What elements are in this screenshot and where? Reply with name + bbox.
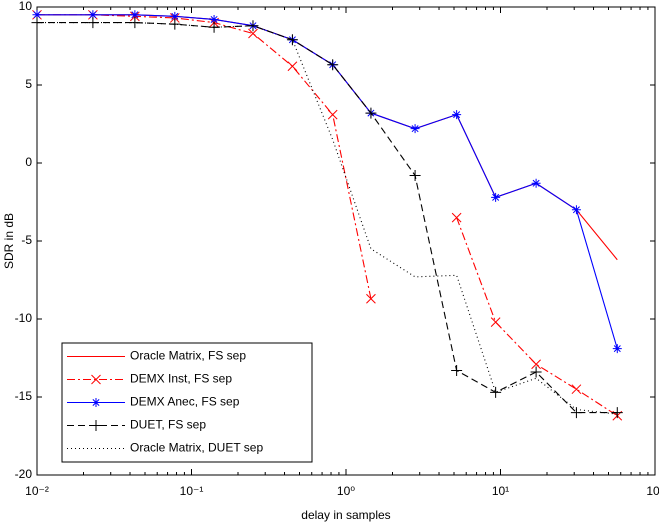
legend-label: DUET, FS sep — [130, 418, 206, 432]
data-marker — [130, 10, 140, 20]
x-tick-label: 10⁰ — [337, 484, 355, 498]
legend-label: Oracle Matrix, DUET sep — [130, 441, 263, 455]
data-marker — [129, 17, 141, 29]
data-marker — [571, 384, 582, 395]
data-marker — [490, 317, 501, 327]
x-tick-label: 10² — [646, 484, 659, 498]
x-tick-label: 10⁻¹ — [180, 484, 204, 498]
legend-label: DEMX Inst, FS sep — [130, 372, 232, 386]
data-marker — [209, 14, 219, 24]
data-marker — [169, 18, 181, 30]
data-marker — [248, 28, 258, 39]
x-tick-label: 10⁻² — [25, 484, 49, 498]
y-tick-label: -10 — [15, 311, 33, 325]
data-marker — [611, 407, 623, 419]
data-marker — [365, 107, 377, 119]
data-marker — [612, 344, 622, 354]
data-marker — [451, 212, 462, 223]
data-marker — [170, 11, 180, 21]
legend-label: DEMX Anec, FS sep — [130, 395, 240, 409]
legend-marker — [91, 398, 101, 407]
legend: Oracle Matrix, FS sep DEMX Inst, FS sep DE… — [61, 342, 313, 463]
legend-label: Oracle Matrix, FS sep — [130, 349, 246, 363]
data-marker — [409, 169, 421, 181]
y-tick-label: -15 — [15, 389, 33, 403]
data-marker — [451, 364, 463, 376]
data-marker — [531, 359, 541, 370]
data-marker — [88, 10, 98, 20]
data-marker — [366, 293, 376, 304]
data-marker — [32, 10, 42, 20]
y-tick-label: 10 — [19, 0, 33, 13]
y-axis-label: SDR in dB — [2, 213, 16, 269]
data-marker — [452, 110, 462, 120]
y-tick-label: -5 — [21, 233, 32, 247]
data-marker — [410, 124, 420, 134]
series-line — [37, 22, 618, 414]
data-marker — [531, 178, 541, 188]
y-tick-label: -20 — [15, 467, 33, 481]
legend-marker — [91, 374, 101, 385]
data-marker — [571, 205, 581, 215]
data-marker — [287, 61, 298, 72]
legend-marker — [90, 420, 102, 431]
x-tick-label: 10¹ — [492, 484, 509, 498]
data-marker — [327, 109, 338, 120]
y-tick-label: 5 — [25, 77, 32, 91]
data-marker — [491, 192, 501, 202]
data-marker — [490, 386, 502, 398]
y-tick-label: 0 — [25, 155, 32, 169]
x-axis-label: delay in samples — [301, 508, 390, 522]
data-marker — [286, 34, 298, 46]
data-marker — [530, 366, 542, 378]
data-marker — [327, 59, 339, 71]
